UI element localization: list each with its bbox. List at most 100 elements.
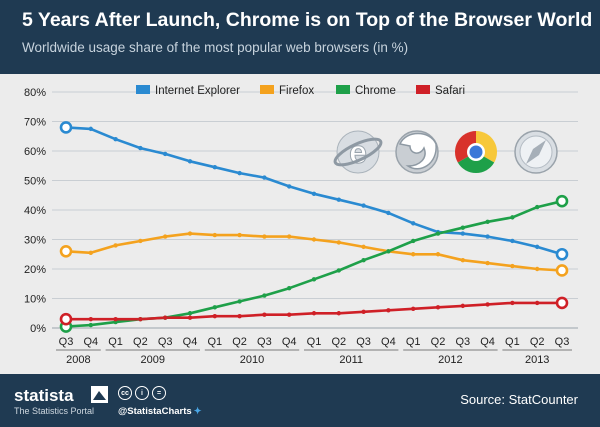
data-point xyxy=(435,305,441,310)
y-tick-label: 80% xyxy=(24,87,46,99)
x-tick-label: Q4 xyxy=(381,336,396,348)
line-chart: 0% 10% 20% 30% 40% 50% 60% 70% 80% Q3 Q4 Q1 Q2 Q3 Q4 Q… xyxy=(24,85,578,366)
data-point xyxy=(361,203,366,208)
plot-panel: 0% 10% 20% 30% 40% 50% 60% 70% 80% Q3 Q4 Q1 Q2 Q3 Q4 Q… xyxy=(0,74,600,374)
data-point xyxy=(187,231,193,236)
data-point xyxy=(510,238,515,244)
x-tick-label: Q2 xyxy=(431,336,446,348)
data-point xyxy=(163,151,168,157)
data-point xyxy=(212,165,217,170)
data-point xyxy=(59,245,73,258)
data-point xyxy=(311,191,317,196)
data-point xyxy=(113,316,118,322)
data-point xyxy=(336,268,341,273)
data-point xyxy=(138,238,143,244)
data-point xyxy=(237,170,242,176)
data-point xyxy=(262,234,267,239)
data-point xyxy=(287,312,292,317)
data-point xyxy=(187,311,193,316)
y-tick-label: 50% xyxy=(24,176,46,188)
data-point xyxy=(485,234,490,239)
data-point xyxy=(212,232,217,238)
chart-subtitle: Worldwide usage share of the most popula… xyxy=(22,40,409,55)
data-point xyxy=(411,306,416,312)
chrome-green xyxy=(457,152,495,174)
year-label: 2010 xyxy=(240,354,264,366)
twitter-handle[interactable]: @StatistaCharts ✦ xyxy=(118,406,202,417)
data-point xyxy=(510,300,515,306)
data-point xyxy=(287,184,292,189)
legend-swatch xyxy=(260,85,274,94)
safari-needle xyxy=(526,140,546,164)
data-point xyxy=(113,243,118,248)
data-point xyxy=(212,305,217,310)
x-tick-label: Q2 xyxy=(232,336,247,348)
data-point xyxy=(163,315,168,320)
data-point xyxy=(237,299,242,304)
x-tick-label: Q4 xyxy=(282,336,297,348)
x-tick-label: Q4 xyxy=(183,336,198,348)
firefox-fox xyxy=(398,132,437,170)
legend-label: Firefox xyxy=(279,85,314,97)
legend-label: Chrome xyxy=(355,85,396,97)
data-point xyxy=(88,322,94,328)
x-tick-label: Q1 xyxy=(108,336,123,348)
data-point xyxy=(555,247,569,261)
year-label: 2009 xyxy=(141,354,165,366)
data-point xyxy=(262,175,267,180)
data-point xyxy=(59,312,73,326)
data-point xyxy=(535,204,540,210)
internet-explorer-logo-icon: e xyxy=(333,130,383,174)
data-point xyxy=(237,232,242,238)
statista-logo[interactable]: statista xyxy=(14,386,74,405)
legend-swatch xyxy=(416,85,430,94)
x-tick-label: Q4 xyxy=(83,336,98,348)
twitter-handle-text: @StatistaCharts xyxy=(118,406,192,417)
x-tick-label: Q3 xyxy=(257,336,272,348)
statista-tagline: The Statistics Portal xyxy=(14,406,95,416)
data-point xyxy=(535,244,540,250)
x-tick-label: Q1 xyxy=(505,336,520,348)
x-tick-label: Q3 xyxy=(59,336,74,348)
x-tick-label: Q3 xyxy=(356,336,371,348)
data-point xyxy=(435,231,441,236)
y-tick-label: 20% xyxy=(24,264,46,276)
data-point xyxy=(163,234,168,239)
data-point xyxy=(460,225,465,230)
data-point xyxy=(88,250,94,255)
data-point xyxy=(311,277,317,282)
data-point xyxy=(460,231,465,236)
data-point xyxy=(435,252,441,257)
legend-swatch xyxy=(336,85,350,94)
data-point xyxy=(510,215,515,220)
data-point xyxy=(113,137,118,142)
data-point xyxy=(88,316,94,322)
year-label: 2012 xyxy=(438,354,462,366)
data-point xyxy=(336,197,341,202)
source-label: Source: StatCounter xyxy=(460,392,578,407)
chrome-center xyxy=(469,145,483,159)
chart-title: 5 Years After Launch, Chrome is on Top o… xyxy=(22,9,593,31)
data-point xyxy=(485,219,490,224)
data-point xyxy=(88,126,94,132)
data-point xyxy=(361,309,366,314)
data-point xyxy=(555,296,569,310)
y-tick-label: 10% xyxy=(24,294,46,306)
data-point xyxy=(187,159,193,164)
twitter-bird-icon: ✦ xyxy=(193,406,202,417)
data-point xyxy=(485,302,490,307)
creative-commons-icons[interactable]: cc i = xyxy=(118,386,166,400)
y-tick-label: 40% xyxy=(24,205,46,217)
data-point xyxy=(262,312,267,317)
data-point xyxy=(311,237,317,242)
data-point xyxy=(411,252,416,257)
data-point xyxy=(287,234,292,239)
y-tick-label: 0% xyxy=(30,323,46,335)
attribution-icon: i xyxy=(135,386,149,400)
no-derivatives-icon: = xyxy=(152,386,166,400)
x-tick-label: Q3 xyxy=(455,336,470,348)
firefox-logo-icon xyxy=(395,130,439,174)
x-tick-label: Q2 xyxy=(331,336,346,348)
data-point xyxy=(361,257,366,263)
data-point xyxy=(138,316,143,322)
